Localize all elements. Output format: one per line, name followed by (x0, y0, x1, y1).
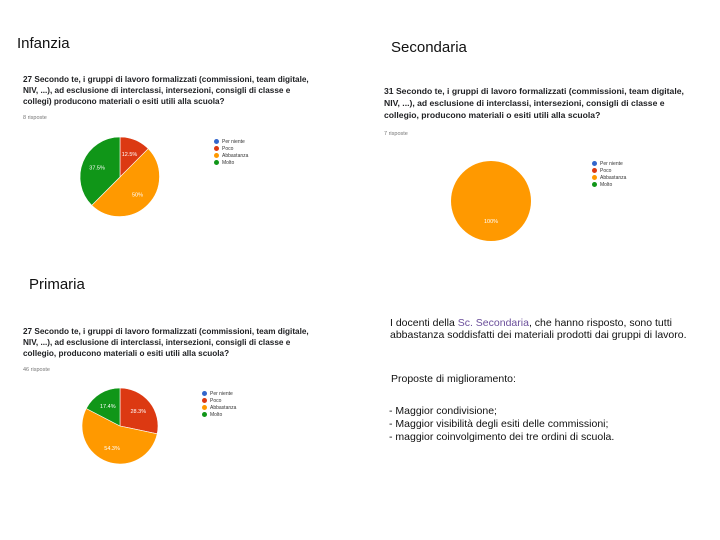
legend-label: Abbastanza (210, 404, 237, 411)
legend-dot (592, 168, 597, 173)
legend-item-molto: Molto (214, 159, 248, 166)
legend-label: Poco (600, 167, 612, 174)
summary-note: I docenti della Sc. Secondaria, che hann… (390, 317, 700, 341)
legend-item-poco: Poco (202, 397, 236, 404)
pie-chart-primaria: 28.3% 54.3% 17.4% (81, 387, 159, 465)
legend: Per niente Poco Abbastanza Molto (202, 390, 236, 418)
response-count: 7 risposte (384, 131, 408, 137)
question-text: 27 Secondo te, i gruppi di lavoro formal… (23, 327, 309, 358)
chart-panel-infanzia: 27 Secondo te, i gruppi di lavoro formal… (19, 70, 319, 220)
legend-label: Abbastanza (600, 174, 627, 181)
legend-label: Poco (210, 397, 222, 404)
pie-label-molto: 17.4% (100, 404, 116, 410)
legend-label: Molto (210, 411, 223, 418)
legend-dot (202, 391, 207, 396)
response-count: 46 risposte (23, 367, 50, 373)
legend-item-abbastanza: Abbastanza (592, 174, 626, 181)
legend-dot (592, 175, 597, 180)
chart-panel-primaria: 27 Secondo te, i gruppi di lavoro formal… (19, 322, 319, 472)
legend-dot (592, 182, 597, 187)
section-title-primaria: Primaria (29, 276, 85, 293)
legend-item-molto: Molto (202, 411, 236, 418)
section-title-secondaria: Secondaria (391, 39, 467, 56)
section-title-infanzia: Infanzia (17, 35, 70, 52)
proposals-title: Proposte di miglioramento: (391, 373, 516, 385)
response-count: 8 risposte (23, 115, 47, 121)
legend-label: Molto (600, 181, 613, 188)
question-text: 31 Secondo te, i gruppi di lavoro formal… (384, 86, 684, 120)
note-highlight: Sc. Secondaria (457, 317, 529, 329)
pie-label-molto: 37.5% (89, 166, 105, 172)
legend-item-per-niente: Per niente (214, 138, 248, 145)
proposal-item: - maggior coinvolgimento dei tre ordini … (389, 431, 615, 443)
pie-label-poco: 28.3% (130, 409, 146, 415)
legend-dot (202, 412, 207, 417)
legend-dot (214, 153, 219, 158)
pie-slice-abbastanza (451, 161, 531, 241)
legend-label: Per niente (222, 138, 245, 145)
pie-label-abbastanza: 100% (484, 219, 498, 225)
legend-label: Per niente (600, 160, 623, 167)
legend-item-poco: Poco (592, 167, 626, 174)
proposal-item: - Maggior visibilità degli esiti delle c… (389, 418, 609, 430)
legend-item-molto: Molto (592, 181, 626, 188)
legend-item-abbastanza: Abbastanza (202, 404, 236, 411)
legend-dot (592, 161, 597, 166)
proposals-list: - Maggior condivisione; - Maggior visibi… (389, 405, 614, 444)
legend-dot (202, 398, 207, 403)
legend-item-per-niente: Per niente (202, 390, 236, 397)
legend-item-poco: Poco (214, 145, 248, 152)
legend: Per niente Poco Abbastanza Molto (592, 160, 626, 188)
pie-label-abbastanza: 50% (132, 193, 143, 199)
legend-item-abbastanza: Abbastanza (214, 152, 248, 159)
legend-dot (214, 146, 219, 151)
legend-dot (214, 139, 219, 144)
pie-slice-abbastanza (81, 408, 158, 465)
legend-dot (202, 405, 207, 410)
note-prefix: I docenti della (390, 317, 458, 329)
pie-label-poco: 12.5% (122, 152, 138, 158)
pie-slice-abbastanza (91, 148, 160, 217)
pie-slice-poco (119, 387, 159, 435)
legend-item-per-niente: Per niente (592, 160, 626, 167)
note-suffix: , che hanno risposto, sono tutti abbasta… (390, 317, 687, 341)
pie-slice-molto (79, 136, 121, 206)
legend-label: Abbastanza (222, 152, 249, 159)
legend: Per niente Poco Abbastanza Molto (214, 138, 248, 166)
pie-label-abbastanza: 54.3% (104, 446, 120, 452)
pie-chart-secondaria: 100% (451, 161, 531, 241)
pie-slice-molto (85, 387, 121, 427)
question-text: 27 Secondo te, i gruppi di lavoro formal… (23, 75, 309, 106)
legend-label: Per niente (210, 390, 233, 397)
chart-panel-secondaria: 31 Secondo te, i gruppi di lavoro formal… (380, 82, 688, 242)
pie-chart-infanzia: 12.5% 50% 37.5% (79, 136, 160, 217)
legend-label: Poco (222, 145, 234, 152)
legend-dot (214, 160, 219, 165)
legend-label: Molto (222, 159, 235, 166)
proposal-item: - Maggior condivisione; (389, 405, 497, 417)
